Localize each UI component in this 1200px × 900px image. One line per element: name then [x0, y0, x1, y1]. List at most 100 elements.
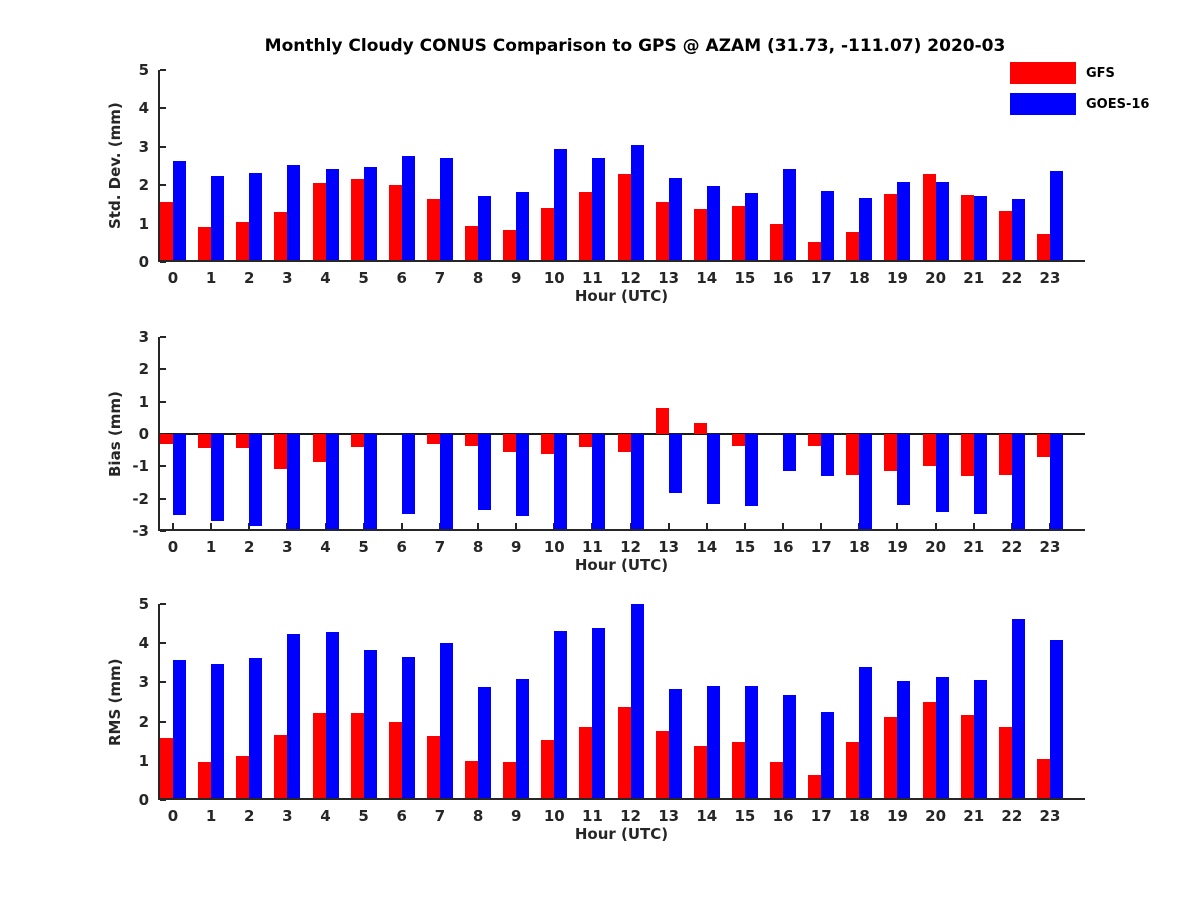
- x-tick-label: 7: [434, 538, 446, 556]
- x-tick-label: 10: [543, 269, 565, 287]
- bar-goes16: [1049, 171, 1063, 262]
- x-tick-label: 0: [167, 538, 179, 556]
- y-tick-mark: [160, 261, 166, 263]
- bar-goes16: [973, 434, 987, 515]
- bar-gfs: [160, 434, 173, 445]
- bar-goes16: [211, 176, 225, 262]
- bar-gfs: [731, 434, 745, 447]
- bar-gfs: [693, 209, 707, 262]
- bar-gfs: [808, 774, 822, 800]
- y-tick-mark: [160, 400, 166, 403]
- bar-goes16: [592, 157, 606, 262]
- bar-gfs: [426, 434, 440, 444]
- bar-goes16: [516, 679, 530, 800]
- bar-gfs: [846, 741, 860, 800]
- x-tick-label: 9: [510, 269, 522, 287]
- x-tick-label: 6: [396, 538, 407, 556]
- legend: GFS GOES-16: [1010, 62, 1149, 124]
- bar-goes16: [592, 434, 606, 531]
- bar-goes16: [783, 694, 797, 800]
- y-tick-label: 0: [138, 253, 149, 271]
- bar-goes16: [325, 168, 339, 262]
- bar-goes16: [249, 173, 263, 262]
- bar-gfs: [274, 434, 288, 469]
- y-tick-mark: [160, 720, 166, 723]
- x-tick-label: 7: [434, 807, 446, 825]
- bar-gfs: [350, 713, 364, 800]
- x-tick-label: 11: [581, 538, 603, 556]
- x-tick-label: 17: [810, 538, 832, 556]
- bar-gfs: [579, 192, 593, 262]
- bar-gfs: [655, 407, 669, 434]
- bar-gfs: [503, 761, 517, 800]
- x-tick-label: 23: [1039, 538, 1061, 556]
- bar-goes16: [706, 186, 720, 262]
- y-axis-line: [158, 70, 160, 262]
- x-tick-mark: [743, 523, 746, 529]
- bar-goes16: [1011, 199, 1025, 262]
- x-tick-label: 20: [925, 538, 947, 556]
- bias-plot-area: -3 -2 -1 0 1 2 3 0 1 2 3 4 5 6 7 8 9 10 11 12 13 14 15 16 17 18 19…: [132, 328, 1085, 556]
- bar-goes16: [744, 685, 758, 800]
- bar-gfs: [579, 434, 593, 447]
- y-tick-label: 4: [138, 99, 149, 118]
- bar-goes16: [401, 155, 415, 262]
- x-tick-label: 19: [887, 269, 908, 287]
- x-tick-label: 9: [510, 807, 522, 825]
- bar-gfs: [808, 434, 822, 447]
- x-tick-label: 1: [205, 538, 217, 556]
- bar-gfs: [960, 434, 974, 476]
- bar-goes16: [630, 144, 644, 262]
- bar-goes16: [173, 434, 186, 515]
- x-tick-label: 16: [772, 807, 794, 825]
- x-tick-mark: [400, 523, 403, 529]
- bar-goes16: [783, 434, 797, 471]
- bar-gfs: [655, 201, 669, 262]
- bar-gfs: [312, 182, 326, 262]
- bar-gfs: [312, 434, 326, 463]
- rms-plot-area: 0 1 2 3 4 5 0 1 2 3 4 5 6 7 8 9 10 11 12 13 14 15 16 17 18 19 20 21…: [139, 595, 1085, 825]
- bar-gfs: [541, 208, 555, 262]
- bar-goes16: [1011, 434, 1025, 531]
- bar-gfs: [236, 221, 250, 262]
- x-tick-label: 4: [320, 807, 331, 825]
- y-tick-mark: [160, 603, 166, 605]
- y-tick-label: -1: [132, 457, 149, 476]
- bar-gfs: [617, 434, 631, 453]
- bar-goes16: [821, 434, 835, 477]
- x-tick-label: 15: [734, 807, 756, 825]
- bar-goes16: [173, 660, 186, 800]
- bar-gfs: [998, 434, 1012, 475]
- bar-goes16: [859, 434, 873, 531]
- x-tick-label: 2: [244, 269, 255, 287]
- bar-goes16: [439, 157, 453, 262]
- x-axis-line: [158, 798, 1085, 800]
- x-tick-label: 14: [696, 807, 718, 825]
- bar-goes16: [973, 195, 987, 262]
- bar-goes16: [287, 634, 301, 800]
- bar-gfs: [579, 727, 593, 800]
- figure-title: Monthly Cloudy CONUS Comparison to GPS @…: [264, 36, 1006, 56]
- x-tick-label: 15: [734, 269, 756, 287]
- y-tick-mark: [160, 642, 166, 645]
- x-tick-label: 10: [543, 538, 565, 556]
- legend-goes16-label: GOES-16: [1086, 96, 1150, 112]
- bar-gfs: [731, 741, 745, 800]
- legend-gfs-swatch: [1010, 62, 1076, 84]
- bar-gfs: [160, 202, 173, 262]
- x-tick-mark: [782, 523, 785, 529]
- stddev-plot-area: 0 1 2 3 4 5 0 1 2 3 4 5 6 7 8 9 10 11 12 13 14 15 16 17 18 19 20 21…: [139, 61, 1085, 287]
- bar-goes16: [897, 434, 911, 506]
- rms-y-axis-label: RMS (mm): [106, 658, 124, 746]
- bar-gfs: [922, 434, 936, 467]
- bar-goes16: [1049, 640, 1063, 800]
- bar-gfs: [960, 194, 974, 262]
- bias-x-axis-label: Hour (UTC): [574, 556, 669, 574]
- x-tick-label: 3: [282, 269, 293, 287]
- bias-y-axis-label: Bias (mm): [106, 391, 124, 477]
- bar-gfs: [731, 206, 745, 262]
- x-tick-label: 1: [205, 269, 217, 287]
- y-tick-label: 1: [138, 214, 149, 233]
- stddev-x-axis-label: Hour (UTC): [574, 287, 669, 305]
- y-tick-label: 1: [138, 392, 149, 411]
